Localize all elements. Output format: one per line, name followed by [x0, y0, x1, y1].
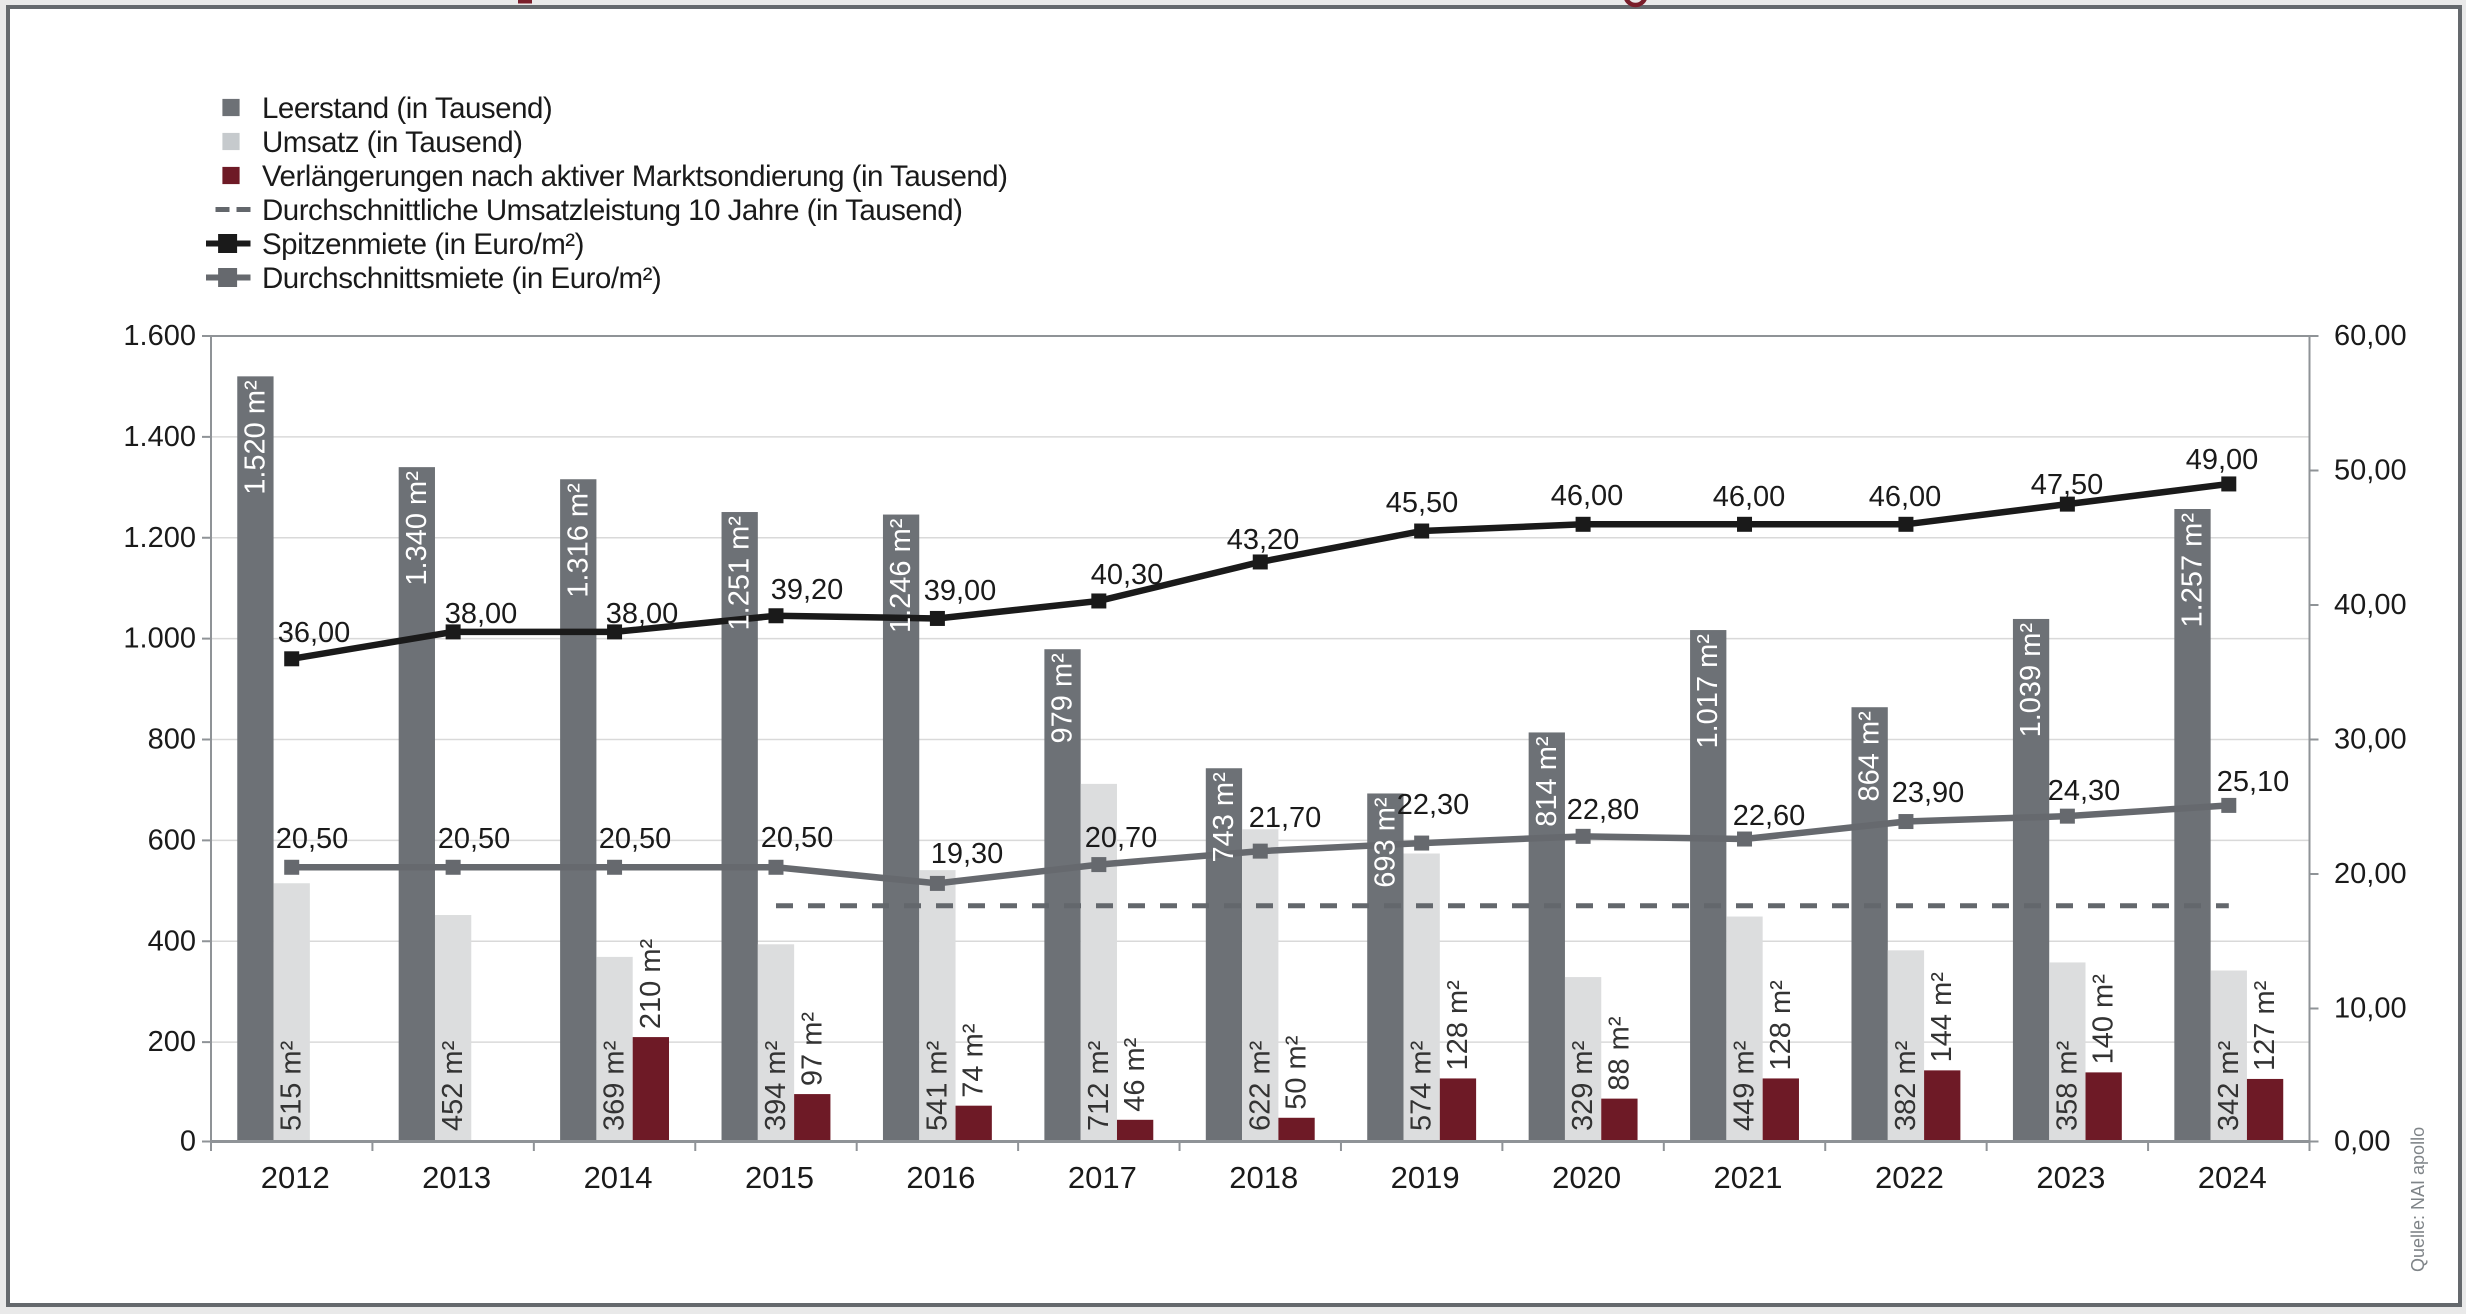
svg-text:39,00: 39,00	[924, 575, 997, 607]
svg-text:210 m²: 210 m²	[635, 938, 667, 1029]
svg-text:2023: 2023	[2036, 1160, 2105, 1195]
svg-text:47,50: 47,50	[2031, 469, 2104, 501]
svg-text:2014: 2014	[584, 1160, 653, 1195]
svg-text:20,50: 20,50	[761, 822, 834, 854]
svg-text:40,30: 40,30	[1091, 559, 1164, 591]
svg-text:Spitzenmiete (in Euro/m²): Spitzenmiete (in Euro/m²)	[262, 228, 584, 261]
svg-text:452 m²: 452 m²	[437, 1040, 469, 1131]
svg-text:1.600: 1.600	[123, 320, 196, 352]
svg-text:97 m²: 97 m²	[796, 1012, 828, 1086]
svg-text:2019: 2019	[1391, 1160, 1460, 1195]
svg-text:2021: 2021	[1714, 1160, 1783, 1195]
svg-text:2020: 2020	[1552, 1160, 1621, 1195]
svg-text:20,50: 20,50	[599, 823, 672, 855]
svg-text:1.251 m²: 1.251 m²	[724, 516, 756, 631]
svg-text:0,00: 0,00	[2334, 1126, 2390, 1158]
svg-text:329 m²: 329 m²	[1567, 1040, 1599, 1131]
svg-text:30,00: 30,00	[2334, 724, 2407, 756]
svg-text:21,70: 21,70	[1249, 802, 1322, 834]
svg-text:39,20: 39,20	[771, 574, 844, 606]
svg-text:600: 600	[148, 824, 196, 856]
svg-text:38,00: 38,00	[606, 598, 679, 630]
svg-text:1.000: 1.000	[123, 623, 196, 655]
svg-text:49,00: 49,00	[2186, 444, 2259, 476]
svg-text:200: 200	[148, 1026, 196, 1058]
svg-text:1.400: 1.400	[123, 421, 196, 453]
svg-text:449 m²: 449 m²	[1729, 1040, 1761, 1131]
svg-text:814 m²: 814 m²	[1531, 736, 1563, 827]
svg-text:88 m²: 88 m²	[1603, 1016, 1635, 1090]
svg-text:20,50: 20,50	[438, 823, 511, 855]
svg-text:2022: 2022	[1875, 1160, 1944, 1195]
svg-text:1.017 m²: 1.017 m²	[1692, 634, 1724, 749]
svg-text:23,90: 23,90	[1892, 777, 1965, 809]
svg-text:128 m²: 128 m²	[1765, 980, 1797, 1071]
svg-text:Umsatz (in Tausend): Umsatz (in Tausend)	[262, 126, 522, 159]
svg-text:394 m²: 394 m²	[760, 1040, 792, 1131]
svg-text:2024: 2024	[2198, 1160, 2267, 1195]
svg-text:712 m²: 712 m²	[1083, 1040, 1115, 1131]
svg-text:541 m²: 541 m²	[921, 1040, 953, 1131]
svg-text:1.246 m²: 1.246 m²	[885, 518, 917, 633]
svg-text:800: 800	[148, 724, 196, 756]
svg-text:2015: 2015	[745, 1160, 814, 1195]
svg-text:38,00: 38,00	[445, 598, 518, 630]
svg-text:60,00: 60,00	[2334, 320, 2407, 352]
svg-text:20,50: 20,50	[276, 823, 349, 855]
svg-text:45,50: 45,50	[1386, 487, 1459, 519]
svg-text:46,00: 46,00	[1869, 481, 1942, 513]
svg-text:515 m²: 515 m²	[276, 1040, 308, 1131]
svg-text:2017: 2017	[1068, 1160, 1137, 1195]
svg-text:46,00: 46,00	[1551, 480, 1624, 512]
svg-text:693 m²: 693 m²	[1369, 797, 1401, 888]
svg-text:36,00: 36,00	[278, 617, 351, 649]
svg-text:74 m²: 74 m²	[958, 1023, 990, 1097]
svg-text:382 m²: 382 m²	[1890, 1040, 1922, 1131]
svg-text:1.039 m²: 1.039 m²	[2015, 623, 2047, 738]
svg-text:46 m²: 46 m²	[1119, 1037, 1151, 1111]
svg-text:127 m²: 127 m²	[2249, 980, 2281, 1071]
svg-text:22,30: 22,30	[1397, 789, 1470, 821]
svg-text:1.257 m²: 1.257 m²	[2176, 513, 2208, 628]
svg-text:46,00: 46,00	[1713, 481, 1786, 513]
svg-text:369 m²: 369 m²	[599, 1040, 631, 1131]
svg-text:Quelle: NAI apollo: Quelle: NAI apollo	[2408, 1127, 2428, 1272]
svg-text:Durchschnittliche Umsatzleistu: Durchschnittliche Umsatzleistung 10 Jahr…	[262, 194, 962, 227]
svg-text:2013: 2013	[422, 1160, 491, 1195]
svg-text:342 m²: 342 m²	[2213, 1040, 2245, 1131]
svg-text:140 m²: 140 m²	[2088, 974, 2120, 1065]
svg-text:622 m²: 622 m²	[1244, 1040, 1276, 1131]
svg-text:40,00: 40,00	[2334, 589, 2407, 621]
svg-text:10,00: 10,00	[2334, 993, 2407, 1025]
svg-text:20,00: 20,00	[2334, 858, 2407, 890]
svg-text:2012: 2012	[261, 1160, 330, 1195]
svg-text:Leerstand (in Tausend): Leerstand (in Tausend)	[262, 92, 552, 125]
svg-text:50 m²: 50 m²	[1281, 1035, 1313, 1109]
svg-text:2016: 2016	[906, 1160, 975, 1195]
svg-text:25,10: 25,10	[2217, 766, 2290, 798]
svg-text:2018: 2018	[1229, 1160, 1298, 1195]
svg-text:22,80: 22,80	[1567, 794, 1640, 826]
svg-text:24,30: 24,30	[2048, 775, 2121, 807]
svg-text:43,20: 43,20	[1227, 524, 1300, 556]
svg-text:50,00: 50,00	[2334, 455, 2407, 487]
svg-text:128 m²: 128 m²	[1442, 980, 1474, 1071]
svg-text:Verlängerungen nach aktiver Ma: Verlängerungen nach aktiver Marktsondier…	[262, 160, 1007, 193]
svg-text:22,60: 22,60	[1733, 800, 1806, 832]
svg-text:864 m²: 864 m²	[1854, 711, 1886, 802]
svg-text:0: 0	[180, 1126, 196, 1158]
svg-text:743 m²: 743 m²	[1208, 772, 1240, 863]
svg-text:1.520 m²: 1.520 m²	[239, 380, 271, 495]
svg-text:1.316 m²: 1.316 m²	[562, 483, 594, 598]
svg-text:400: 400	[148, 925, 196, 957]
svg-text:358 m²: 358 m²	[2051, 1040, 2083, 1131]
svg-text:Durchschnittsmiete (in Euro/m²: Durchschnittsmiete (in Euro/m²)	[262, 262, 661, 295]
svg-text:574 m²: 574 m²	[1406, 1040, 1438, 1131]
svg-text:144 m²: 144 m²	[1926, 972, 1958, 1063]
svg-text:20,70: 20,70	[1085, 822, 1158, 854]
svg-text:1.340 m²: 1.340 m²	[401, 471, 433, 586]
svg-text:19,30: 19,30	[931, 838, 1004, 870]
svg-text:979 m²: 979 m²	[1047, 653, 1079, 744]
svg-text:1.200: 1.200	[123, 522, 196, 554]
